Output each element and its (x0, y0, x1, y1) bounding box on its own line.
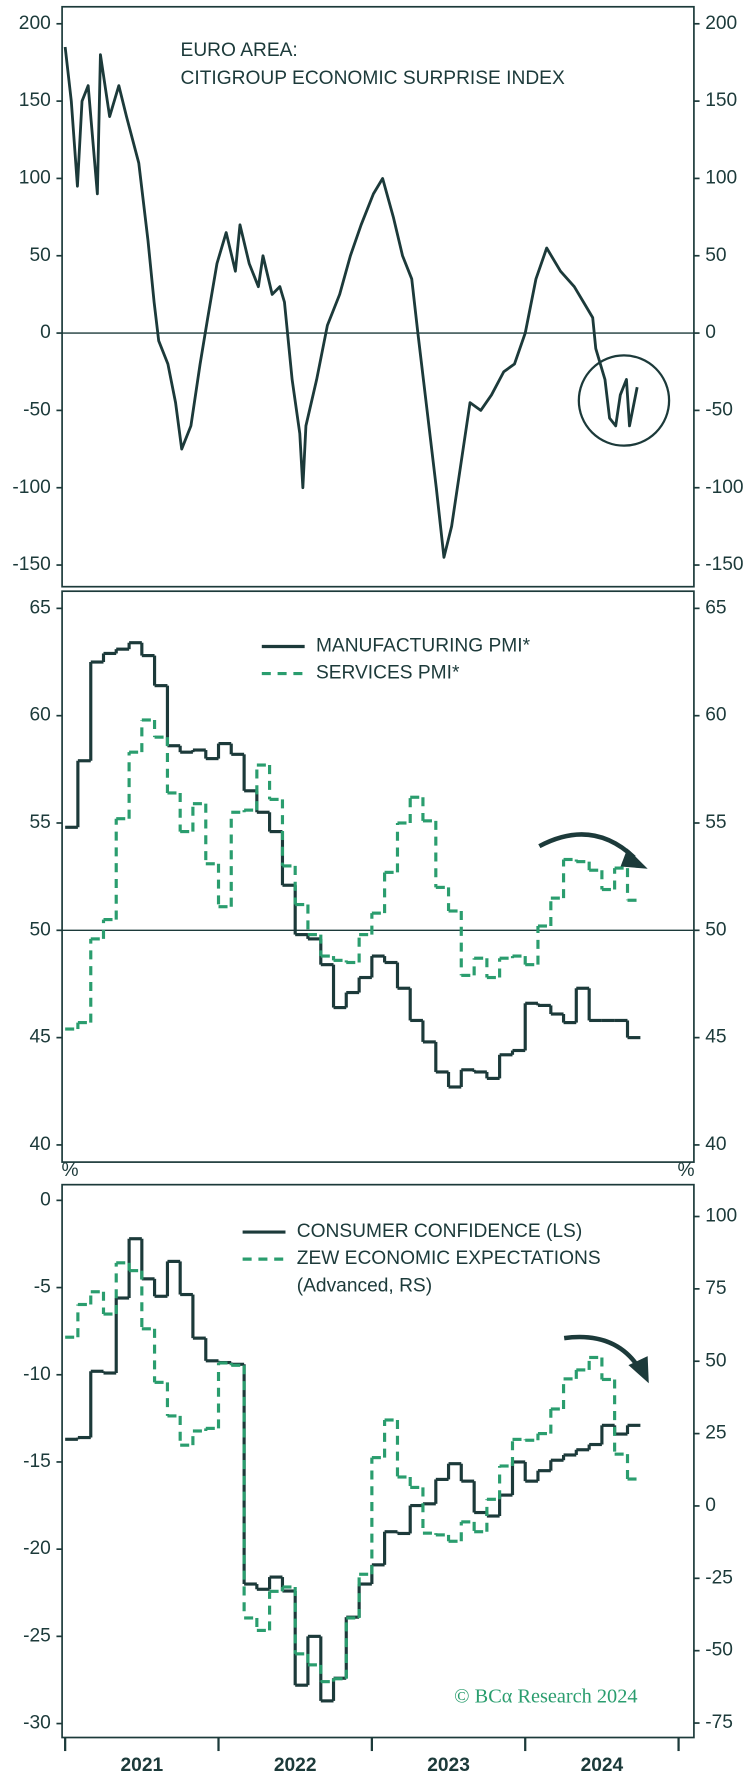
y-tick-label-right: 50 (705, 919, 726, 940)
y-tick-label: 55 (29, 812, 50, 833)
legend-detail: (Advanced, RS) (297, 1275, 432, 1296)
highlight-circle (577, 354, 671, 447)
credit: © BCα Research 2024 (454, 1686, 637, 1708)
y-tick-label: 100 (19, 167, 51, 188)
y2-tick-label: 75 (705, 1278, 726, 1299)
y-tick-label-right: 40 (705, 1134, 726, 1155)
y-tick-label: -5 (34, 1277, 51, 1298)
x-tick-label: 2023 (427, 1755, 470, 1776)
y-tick-label-right: 50 (705, 245, 726, 266)
plot-frame (61, 1183, 695, 1739)
chart-title: EURO AREA: (181, 40, 298, 61)
chart-subtitle: CITIGROUP ECONOMIC SURPRISE INDEX (181, 68, 565, 89)
y-tick-label-right: 0 (705, 322, 716, 343)
annotation-arrow (538, 832, 636, 860)
y-tick-label: -100 (12, 477, 50, 498)
arrow-head (620, 848, 648, 869)
y-tick-label-right: -50 (705, 399, 733, 420)
arrow-head (628, 1356, 649, 1384)
x-tick-label: 2022 (274, 1755, 317, 1776)
legend-label: ZEW ECONOMIC EXPECTATIONS (297, 1248, 601, 1269)
y-tick-label: 65 (29, 597, 50, 618)
y-tick-label-right: -100 (705, 477, 743, 498)
y2-tick-label: 50 (705, 1350, 726, 1371)
annotation-arrow (563, 1334, 641, 1369)
y-tick-label: 40 (29, 1134, 50, 1155)
series-line (63, 46, 639, 559)
plot-frame (61, 590, 695, 1163)
y-tick-label: 0 (40, 1189, 51, 1210)
y-tick-label-right: 45 (705, 1027, 726, 1048)
x-tick-label: 2021 (121, 1755, 164, 1776)
y2-tick-label: -25 (705, 1567, 733, 1588)
y2-tick-label: 25 (705, 1423, 726, 1444)
plot-frame (61, 5, 695, 588)
y-tick-label: -15 (23, 1451, 51, 1472)
y-tick-label: -10 (23, 1364, 51, 1385)
y2-axis-label: % (677, 1160, 694, 1181)
y-axis-label: % (61, 1160, 78, 1181)
y-tick-label-right: 65 (705, 597, 726, 618)
y-tick-label-right: 200 (705, 13, 737, 34)
y-tick-label: 50 (29, 245, 50, 266)
y-tick-label-right: 55 (705, 812, 726, 833)
y-tick-label-right: 100 (705, 167, 737, 188)
y-tick-label-right: 150 (705, 90, 737, 111)
y-tick-label: 60 (29, 705, 50, 726)
y-tick-label: 50 (29, 919, 50, 940)
legend-label: SERVICES PMI* (316, 663, 460, 684)
y-tick-label: -20 (23, 1538, 51, 1559)
y-tick-label: -30 (23, 1713, 51, 1734)
x-tick-label: 2024 (581, 1755, 624, 1776)
y-tick-label: -150 (12, 554, 50, 575)
y2-tick-label: -75 (705, 1712, 733, 1733)
legend-label: CONSUMER CONFIDENCE (LS) (297, 1221, 582, 1242)
legend-label: MANUFACTURING PMI* (316, 636, 531, 657)
y2-tick-label: 100 (705, 1206, 737, 1227)
y-tick-label: 150 (19, 90, 51, 111)
y-tick-label-right: -150 (705, 554, 743, 575)
y2-tick-label: 0 (705, 1495, 716, 1516)
y2-tick-label: -50 (705, 1640, 733, 1661)
y-tick-label-right: 60 (705, 705, 726, 726)
y-tick-label: 45 (29, 1027, 50, 1048)
y-tick-label: 0 (40, 322, 51, 343)
y-tick-label: -50 (23, 399, 51, 420)
y-tick-label: 200 (19, 13, 51, 34)
y-tick-label: -25 (23, 1625, 51, 1646)
